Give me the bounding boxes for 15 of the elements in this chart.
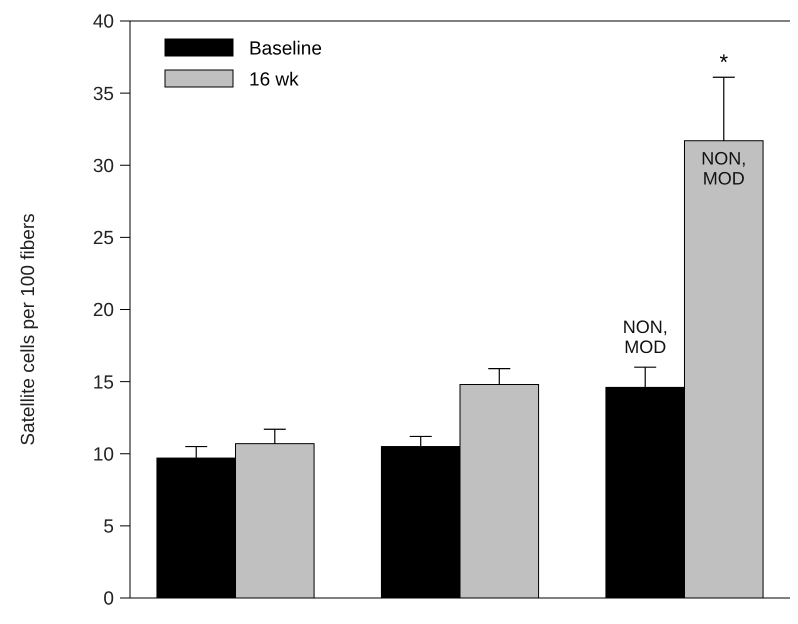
y-tick-label: 35 [92,84,114,105]
y-tick-label: 20 [92,300,114,322]
annotation: * [719,49,728,74]
legend-label: 16 wk [249,70,300,91]
y-tick-label: 15 [92,372,114,394]
y-tick-label: 5 [103,516,114,538]
y-tick-label: 30 [92,156,114,177]
annotation: NON, MOD [701,148,746,189]
y-tick-label: 0 [103,588,114,610]
annotation: NON, MOD [622,317,668,357]
y-tick-label: 25 [92,228,114,250]
legend-label: Baseline [249,38,322,60]
y-tick-label: 10 [92,444,114,466]
y-tick-label: 40 [92,12,114,33]
y-axis-title: Satellite cells per 100 fibers [18,213,39,446]
